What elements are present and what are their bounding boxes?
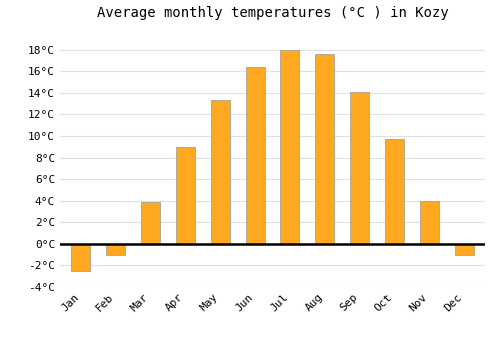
Bar bbox=[385, 139, 404, 244]
Bar bbox=[176, 147, 195, 244]
Bar bbox=[210, 100, 230, 244]
Bar bbox=[315, 54, 334, 244]
Bar bbox=[420, 201, 439, 244]
Title: Average monthly temperatures (°C ) in Kozy: Average monthly temperatures (°C ) in Ko… bbox=[96, 6, 448, 20]
Bar bbox=[141, 202, 160, 244]
Bar bbox=[350, 92, 369, 244]
Bar bbox=[106, 244, 126, 255]
Bar bbox=[246, 67, 264, 244]
Bar bbox=[72, 244, 90, 271]
Bar bbox=[280, 50, 299, 244]
Bar bbox=[454, 244, 473, 255]
